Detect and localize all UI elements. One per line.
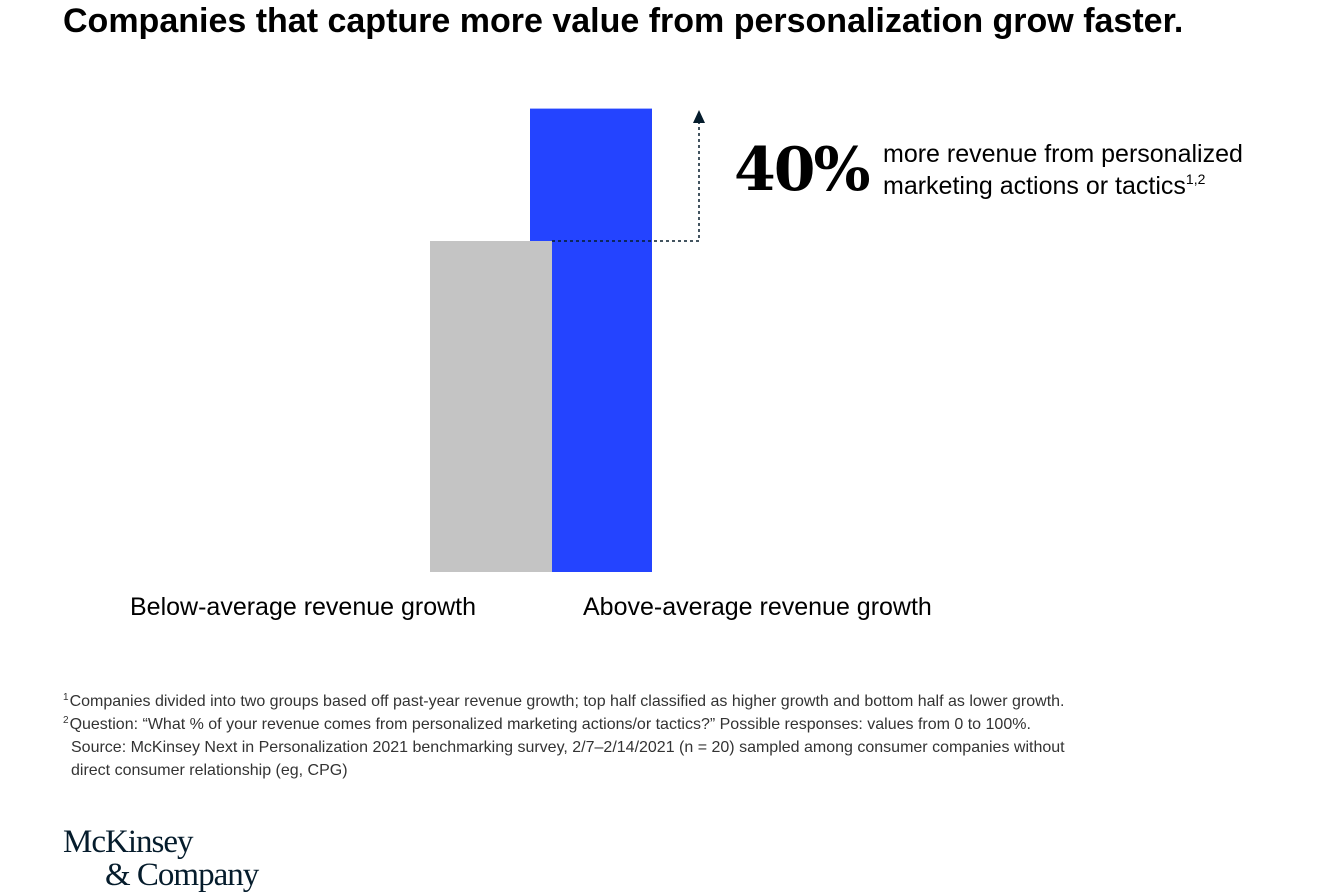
callout-superscript: 1,2	[1185, 171, 1206, 187]
callout-line-2: marketing actions or tactics1,2	[883, 170, 1243, 202]
category-label-above-average: Above-average revenue growth	[583, 593, 932, 621]
source-line-2: direct consumer relationship (eg, CPG)	[71, 762, 348, 779]
bars-layer	[430, 108, 652, 572]
source-line-1: Source: McKinsey Next in Personalization…	[71, 739, 1065, 756]
footnote-2-text: Question: “What % of your revenue comes …	[69, 716, 1031, 733]
footnote-2: 2Question: “What % of your revenue comes…	[63, 713, 1253, 736]
bar-chart: Below-average revenue growth Above-averag…	[130, 108, 932, 621]
mckinsey-logo: McKinsey & Company	[63, 824, 259, 893]
arrow-up-icon	[693, 110, 705, 123]
logo-line-2: & Company	[105, 857, 259, 893]
footnote-2-marker: 2	[63, 715, 69, 726]
footnote-1-marker: 1	[63, 692, 69, 703]
bar-below-average	[430, 241, 552, 572]
logo-line-1: McKinsey	[63, 824, 193, 860]
dotted-connector-line	[552, 122, 700, 242]
callout-connector	[552, 110, 705, 242]
footnote-1-text: Companies divided into two groups based …	[69, 693, 1065, 710]
category-label-below-average: Below-average revenue growth	[130, 593, 476, 621]
callout-line-2-text: marketing actions or tactics	[883, 172, 1186, 200]
callout-text: more revenue from personalized marketing…	[883, 138, 1243, 202]
footnotes: 1Companies divided into two groups based…	[63, 690, 1253, 782]
chart-title: Companies that capture more value from p…	[63, 2, 1184, 40]
callout-value: 40%	[734, 135, 871, 205]
category-labels: Below-average revenue growth Above-averag…	[130, 593, 932, 621]
callout-line-1: more revenue from personalized	[883, 140, 1243, 168]
footnote-1: 1Companies divided into two groups based…	[63, 690, 1253, 713]
